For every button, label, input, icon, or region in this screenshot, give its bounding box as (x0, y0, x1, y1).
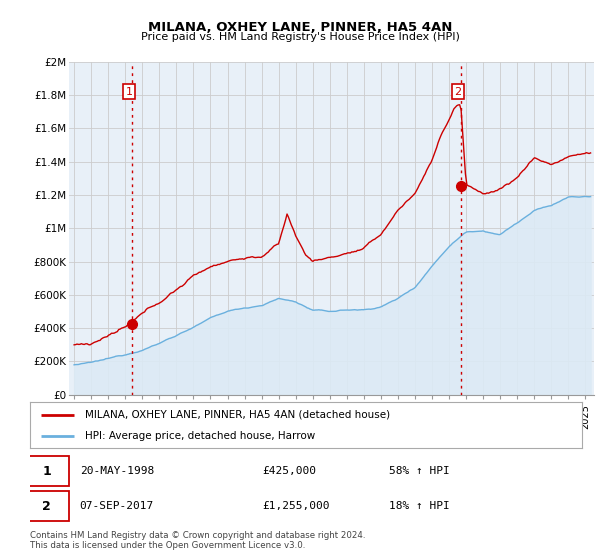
FancyBboxPatch shape (25, 492, 68, 521)
Text: 20-MAY-1998: 20-MAY-1998 (80, 466, 154, 476)
Text: 2: 2 (455, 87, 462, 96)
Text: 1: 1 (42, 465, 51, 478)
Text: 1: 1 (125, 87, 133, 96)
Text: 07-SEP-2017: 07-SEP-2017 (80, 501, 154, 511)
Text: MILANA, OXHEY LANE, PINNER, HA5 4AN: MILANA, OXHEY LANE, PINNER, HA5 4AN (148, 21, 452, 34)
Text: 2: 2 (42, 500, 51, 512)
Text: £425,000: £425,000 (262, 466, 316, 476)
Text: 18% ↑ HPI: 18% ↑ HPI (389, 501, 449, 511)
Text: Price paid vs. HM Land Registry's House Price Index (HPI): Price paid vs. HM Land Registry's House … (140, 32, 460, 42)
Text: HPI: Average price, detached house, Harrow: HPI: Average price, detached house, Harr… (85, 431, 316, 441)
Text: 58% ↑ HPI: 58% ↑ HPI (389, 466, 449, 476)
Text: MILANA, OXHEY LANE, PINNER, HA5 4AN (detached house): MILANA, OXHEY LANE, PINNER, HA5 4AN (det… (85, 410, 391, 420)
FancyBboxPatch shape (25, 456, 68, 486)
Text: This data is licensed under the Open Government Licence v3.0.: This data is licensed under the Open Gov… (30, 541, 305, 550)
Text: Contains HM Land Registry data © Crown copyright and database right 2024.: Contains HM Land Registry data © Crown c… (30, 531, 365, 540)
Text: £1,255,000: £1,255,000 (262, 501, 329, 511)
